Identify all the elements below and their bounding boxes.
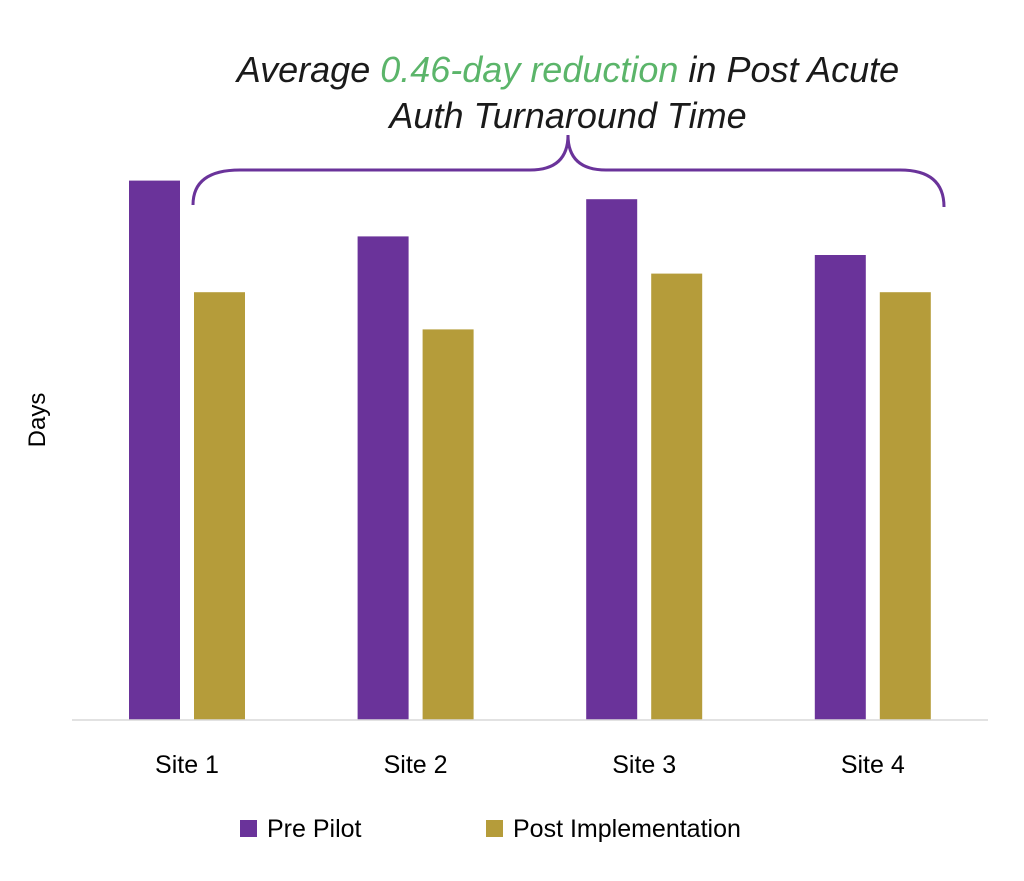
bar-pre-pilot-site-2 xyxy=(357,236,409,720)
y-axis-label: Days xyxy=(24,393,51,448)
bar-post-implementation-site-2 xyxy=(422,329,474,720)
legend-item-pre-pilot-swatch xyxy=(240,820,257,837)
chart-title-line1: Average 0.46-day reduction in Post Acute xyxy=(235,49,899,90)
curly-brace xyxy=(191,134,946,208)
bar-post-implementation-site-4 xyxy=(879,292,931,720)
legend-item-post-implementation-swatch xyxy=(486,820,503,837)
title-prefix: Average xyxy=(235,49,380,90)
bars-group xyxy=(129,180,931,721)
x-tick-labels: Site 1 Site 2 Site 3 Site 4 xyxy=(155,751,905,779)
bar-post-implementation-site-1 xyxy=(194,292,245,720)
legend: Pre Pilot Post Implementation xyxy=(240,815,741,843)
bar-post-implementation-site-3 xyxy=(651,273,703,720)
legend-item-pre-pilot-label: Pre Pilot xyxy=(267,815,362,843)
chart-title-line2: Auth Turnaround Time xyxy=(387,95,746,136)
title-highlight: 0.46-day reduction xyxy=(380,49,678,90)
bar-pre-pilot-site-4 xyxy=(814,255,866,720)
x-tick-label-site-2: Site 2 xyxy=(384,751,448,779)
x-tick-label-site-3: Site 3 xyxy=(612,751,676,779)
title-suffix: in Post Acute xyxy=(678,49,899,90)
bar-pre-pilot-site-1 xyxy=(129,180,180,721)
bar-pre-pilot-site-3 xyxy=(586,199,638,720)
legend-item-post-implementation-label: Post Implementation xyxy=(513,815,741,843)
x-tick-label-site-1: Site 1 xyxy=(155,751,219,779)
x-tick-label-site-4: Site 4 xyxy=(841,751,905,779)
